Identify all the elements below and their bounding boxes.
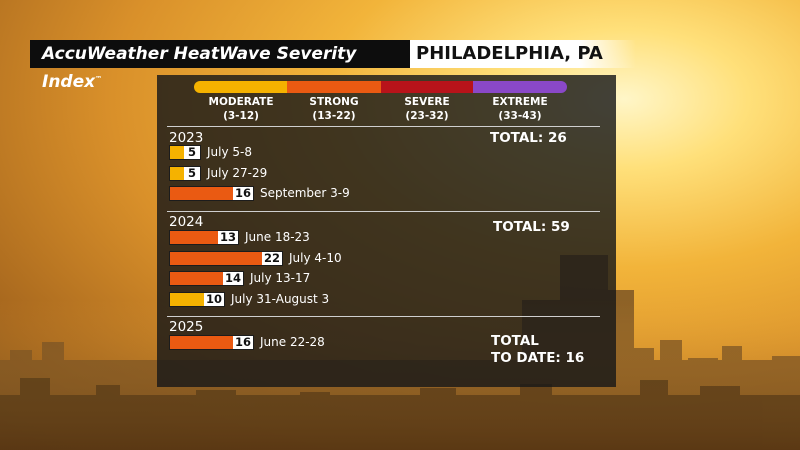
total-2024: TOTAL: 59 <box>493 219 570 235</box>
scale-label-severe: SEVERE (23-32) <box>404 96 450 122</box>
event-date-label: July 13-17 <box>250 271 311 285</box>
event-date-label: June 22-28 <box>260 335 325 349</box>
event-bar: 13 <box>169 230 239 245</box>
total-2025: TOTAL TO DATE: 16 <box>491 333 585 366</box>
severity-chart-panel: MODERATE (3-12) STRONG (13-22) SEVERE (23-3… <box>157 75 616 387</box>
year-label-2024: 2024 <box>169 214 204 230</box>
year-label-2023: 2023 <box>169 130 204 146</box>
scale-segment-severe <box>381 81 473 93</box>
event-bar: 10 <box>169 291 225 307</box>
scale-segment-extreme <box>473 81 567 93</box>
event-bar-value: 5 <box>184 166 200 180</box>
event-bar: 16 <box>169 335 254 350</box>
event-date-label: July 4-10 <box>289 250 342 265</box>
event-bar-value: 13 <box>217 230 238 244</box>
event-bar: 14 <box>169 271 244 286</box>
event-bar: 16 <box>169 186 254 201</box>
event-bar-value: 16 <box>232 186 253 200</box>
event-date-label: July 5-8 <box>207 145 252 159</box>
year-label-2025: 2025 <box>169 319 204 335</box>
event-bar-value: 22 <box>261 250 282 265</box>
event-bar: 22 <box>169 250 283 266</box>
event-date-label: July 27-29 <box>207 165 268 180</box>
trademark-symbol: ™ <box>95 75 103 83</box>
total-2023: TOTAL: 26 <box>490 130 567 146</box>
event-bar-value: 16 <box>232 335 253 349</box>
event-bar-value: 10 <box>203 291 224 306</box>
event-bar: 5 <box>169 165 201 181</box>
divider-2024 <box>167 211 600 212</box>
event-date-label: September 3-9 <box>260 186 350 200</box>
scale-segment-moderate <box>194 81 294 93</box>
event-bar-value: 5 <box>184 146 200 159</box>
event-bar-value: 14 <box>222 271 243 285</box>
divider-2025 <box>167 316 600 317</box>
event-date-label: July 31-August 3 <box>231 291 330 306</box>
scale-segment-strong <box>287 81 381 93</box>
city-label: PHILADELPHIA, PA <box>410 40 636 68</box>
scale-label-extreme: EXTREME (33-43) <box>492 96 548 122</box>
index-title: AccuWeather HeatWave Severity Index <box>42 44 357 92</box>
divider-2023 <box>167 126 600 127</box>
scale-label-moderate: MODERATE (3-12) <box>208 96 274 122</box>
scale-label-strong: STRONG (13-22) <box>309 96 359 122</box>
index-title-bar: AccuWeather HeatWave Severity Index™ <box>30 40 410 92</box>
event-bar: 5 <box>169 145 201 160</box>
event-date-label: June 18-23 <box>245 230 310 244</box>
